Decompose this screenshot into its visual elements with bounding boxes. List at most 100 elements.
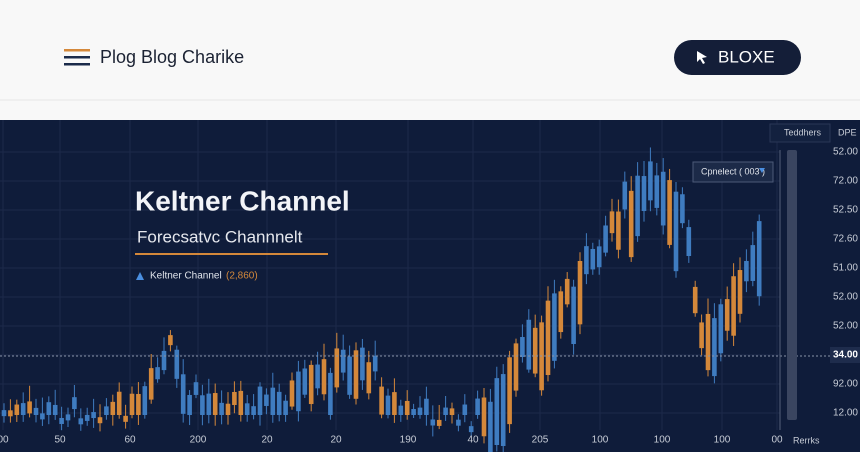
candle-body (72, 397, 77, 410)
candle-body (673, 191, 679, 272)
candle-body (616, 211, 621, 250)
menu-bar (64, 49, 90, 52)
candle-body (340, 349, 346, 373)
chart-title: Keltner Channel (135, 185, 350, 216)
candle-body (699, 322, 704, 349)
candle-body (251, 406, 256, 415)
y-axis-label: 92.00 (833, 379, 858, 390)
tooltip-arrow (759, 168, 765, 173)
candle-body (641, 176, 647, 212)
candle-body (296, 371, 301, 412)
candle-body (40, 413, 45, 420)
candle-body (59, 417, 64, 424)
candle-body (500, 374, 506, 447)
candle-body (33, 407, 39, 415)
candle-body (308, 364, 314, 405)
x-axis-label: 100 (654, 435, 671, 446)
candle-body (206, 393, 212, 415)
y-axis-label: 51.00 (833, 263, 858, 274)
x-axis-label: 20 (330, 435, 342, 446)
candle-body (385, 395, 391, 415)
candle-body (456, 419, 461, 426)
candle-body (219, 402, 224, 415)
y-axis-label: 72.00 (833, 176, 858, 187)
candle-body (14, 404, 20, 415)
candle-body (398, 405, 404, 415)
candle-body (648, 161, 653, 201)
candle-body (584, 246, 589, 275)
candle-body (756, 221, 762, 297)
candle-body (667, 180, 672, 245)
candle-body (193, 382, 199, 395)
candle-body (660, 171, 666, 226)
candle-body (84, 414, 90, 421)
candle-body (411, 408, 416, 415)
button-icon (697, 51, 707, 64)
candle-body (686, 227, 692, 256)
candle-body (724, 299, 730, 331)
candle-body (680, 194, 685, 224)
candle-body (289, 380, 295, 407)
button-bg (674, 40, 801, 75)
candle-body (123, 415, 128, 422)
candle-body (232, 391, 237, 406)
candle-body (270, 387, 276, 415)
legend-value: (2,860) (226, 271, 258, 282)
x-axis-label: 00 (771, 435, 783, 446)
x-axis-label: 40 (467, 435, 479, 446)
tooltip: Cpnelect ( 003 ) (692, 161, 774, 183)
candle-body (136, 393, 141, 415)
candle-body (78, 418, 84, 425)
candle-body (430, 419, 436, 426)
candle-body (129, 393, 135, 415)
candle-body (526, 319, 532, 370)
candle-body (366, 362, 372, 394)
chart-subtitle: Forecsatvc Channnelt (137, 227, 303, 246)
candle-body (116, 391, 122, 415)
candle-body (180, 374, 186, 414)
candle-body (705, 313, 711, 371)
candle-body (353, 350, 359, 399)
y-axis-label: 34.00 (833, 350, 858, 361)
candle-body (155, 367, 160, 380)
candle-body (737, 270, 743, 314)
candle-body (174, 349, 180, 379)
candle-body (654, 175, 660, 208)
candle-body (513, 343, 519, 391)
candle-body (635, 175, 640, 237)
candle-body (1, 410, 7, 417)
axis-highlight (830, 347, 860, 363)
candle-body (97, 417, 103, 424)
candle-body (507, 357, 512, 425)
top-tab[interactable] (769, 123, 831, 143)
candle-body (168, 335, 173, 346)
candle-body (52, 404, 58, 415)
top-label: DPE (838, 127, 857, 137)
candle-body (379, 386, 384, 415)
header-button[interactable]: BLOXE (674, 40, 801, 75)
candle-body (603, 225, 608, 253)
candle-body (347, 356, 352, 395)
y-axis-label: 72.60 (833, 234, 858, 245)
y-axis-label: 52.00 (833, 292, 858, 303)
candle-body (91, 412, 96, 419)
candle-body (161, 350, 167, 371)
candle-body (609, 211, 615, 234)
candle-body (571, 286, 576, 345)
menu-bar (64, 56, 90, 59)
top-label: Teddhers (784, 127, 822, 137)
candle-body (750, 245, 756, 281)
candle-body (8, 410, 13, 417)
candle-body (110, 401, 116, 415)
y-axis-label: 52.50 (833, 205, 858, 216)
scrollbar[interactable] (787, 150, 797, 420)
site-title: Plog Blog Charike (100, 47, 244, 67)
candle-body (404, 400, 410, 415)
candle-body (475, 398, 480, 415)
candle-body (468, 426, 474, 433)
candle-body (552, 293, 557, 361)
menu-icon[interactable] (64, 49, 90, 66)
tooltip-box (692, 161, 774, 183)
